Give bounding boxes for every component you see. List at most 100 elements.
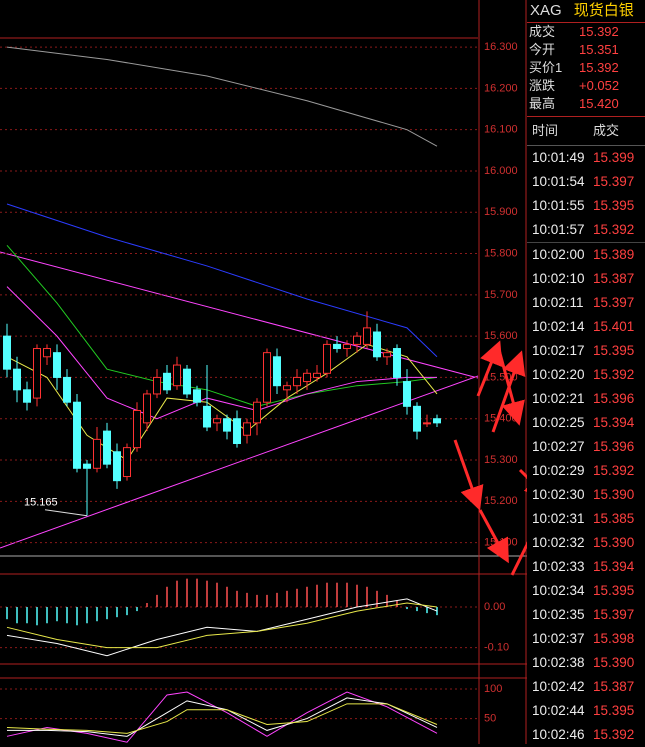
trade-time: 10:02:25: [532, 415, 585, 430]
candle-body: [213, 418, 221, 424]
trade-row: 10:01:54 15.397: [527, 170, 645, 194]
candle-body: [113, 451, 121, 482]
trade-row: 10:02:35 15.397: [527, 603, 645, 627]
candle-body: [353, 335, 361, 345]
trade-time: 10:02:21: [532, 391, 585, 406]
trade-price: 15.392: [593, 727, 635, 742]
trade-price: 15.399: [593, 150, 635, 165]
y-tick-label: 0.00: [484, 601, 505, 613]
quote-row: 今开 15.351: [527, 41, 645, 59]
trade-row: 10:02:37 15.398: [527, 627, 645, 651]
trade-row: 10:02:27 15.396: [527, 435, 645, 459]
trade-time: 10:01:54: [532, 174, 585, 189]
candle-body: [163, 372, 171, 391]
trade-header: 时间 成交: [527, 116, 645, 146]
trade-time: 10:02:34: [532, 583, 585, 598]
trade-price: 15.397: [593, 607, 635, 622]
quote-value: 15.392: [579, 24, 619, 39]
trade-price: 15.397: [593, 174, 635, 189]
trade-row: 10:02:17 15.395: [527, 339, 645, 363]
trade-price: 15.387: [593, 271, 635, 286]
trade-row: 10:02:21 15.396: [527, 387, 645, 411]
trade-price: 15.387: [593, 679, 635, 694]
trade-time: 10:02:31: [532, 511, 585, 526]
quote-row: 涨跌 +0.052: [527, 77, 645, 95]
quote-panel: XAG 现货白银 成交 15.392 今开 15.351 买价1 15.392 涨跌 +0.05…: [527, 0, 645, 744]
trade-price: 15.385: [593, 511, 635, 526]
y-tick-label: -0.10: [484, 641, 509, 653]
trade-time: 10:02:00: [532, 247, 585, 262]
candle-body: [173, 364, 181, 387]
trade-row: 10:01:55 15.395: [527, 194, 645, 218]
candle-body: [13, 368, 21, 391]
low-pointer: [44, 509, 88, 517]
low-label: 15.165: [24, 497, 58, 509]
candle-body: [3, 335, 11, 370]
trade-time: 10:02:11: [532, 295, 584, 310]
trade-row: 10:02:30 15.390: [527, 483, 645, 507]
trade-time: 10:02:37: [532, 631, 585, 646]
trade-time: 10:02:29: [532, 463, 585, 478]
trade-row: 10:02:11 15.397: [527, 291, 645, 315]
trade-time: 10:02:44: [532, 703, 585, 718]
trade-time: 10:02:17: [532, 343, 585, 358]
candle-body: [403, 381, 411, 407]
candle-body: [223, 418, 231, 432]
trade-time: 10:02:38: [532, 655, 585, 670]
quote-label: 最高: [529, 96, 556, 111]
trade-row: 10:02:34 15.395: [527, 579, 645, 603]
candle-body: [283, 385, 291, 391]
trade-price: 15.392: [593, 463, 635, 478]
candle-body: [183, 368, 191, 395]
trade-time: 10:02:14: [532, 319, 585, 334]
trade-time: 10:02:46: [532, 727, 585, 742]
candle-body: [273, 356, 281, 387]
trade-time: 10:02:35: [532, 607, 585, 622]
trade-row: 10:02:29 15.392: [527, 459, 645, 483]
indicator-line: [6, 691, 438, 743]
trade-price: 15.398: [593, 631, 635, 646]
trade-row: 10:02:25 15.394: [527, 411, 645, 435]
indicator-line: [6, 602, 438, 649]
symbol: XAG: [530, 2, 562, 19]
quote-row: 买价1 15.392: [527, 59, 645, 77]
candle-body: [293, 376, 301, 387]
candle-body: [303, 372, 311, 383]
trade-price: 15.394: [593, 559, 635, 574]
candle-body: [313, 372, 321, 378]
arrow: [453, 439, 484, 511]
candle-body: [253, 401, 261, 424]
candle-body: [193, 389, 201, 403]
candle-body: [23, 389, 31, 403]
arrow: [510, 541, 527, 576]
trade-row: 10:02:32 15.390: [527, 531, 645, 555]
quote-list: 成交 15.392 今开 15.351 买价1 15.392 涨跌 +0.052 最高 15.42…: [527, 23, 645, 113]
candle-body: [343, 343, 351, 350]
trade-time: 10:02:27: [532, 439, 585, 454]
arrow: [518, 468, 527, 500]
trade-price: 15.394: [593, 415, 635, 430]
trend-line: [0, 375, 479, 549]
y-tick-label: 50: [484, 712, 496, 724]
candle-body: [373, 331, 381, 358]
arrow: [478, 509, 509, 564]
trade-time: 10:02:42: [532, 679, 585, 694]
candle-body: [73, 401, 81, 469]
trade-row: 10:02:44 15.395: [527, 699, 645, 723]
trade-price: 15.395: [593, 343, 635, 358]
arrow: [491, 350, 526, 433]
trade-time: 10:02:30: [532, 487, 585, 502]
candle-body: [153, 376, 161, 395]
candle-body: [323, 343, 331, 374]
arrow: [476, 340, 503, 397]
quote-row: 成交 15.392: [527, 23, 645, 41]
candle-body: [263, 352, 271, 403]
indicator-line: [6, 244, 438, 407]
quote-label: 今开: [529, 42, 556, 57]
trade-price: 15.395: [593, 703, 635, 718]
y-tick-label: 100: [484, 683, 502, 695]
trade-row: 10:02:46 15.392: [527, 723, 645, 747]
candle-body: [123, 447, 131, 478]
y-tick-label: 15.700: [484, 289, 518, 301]
